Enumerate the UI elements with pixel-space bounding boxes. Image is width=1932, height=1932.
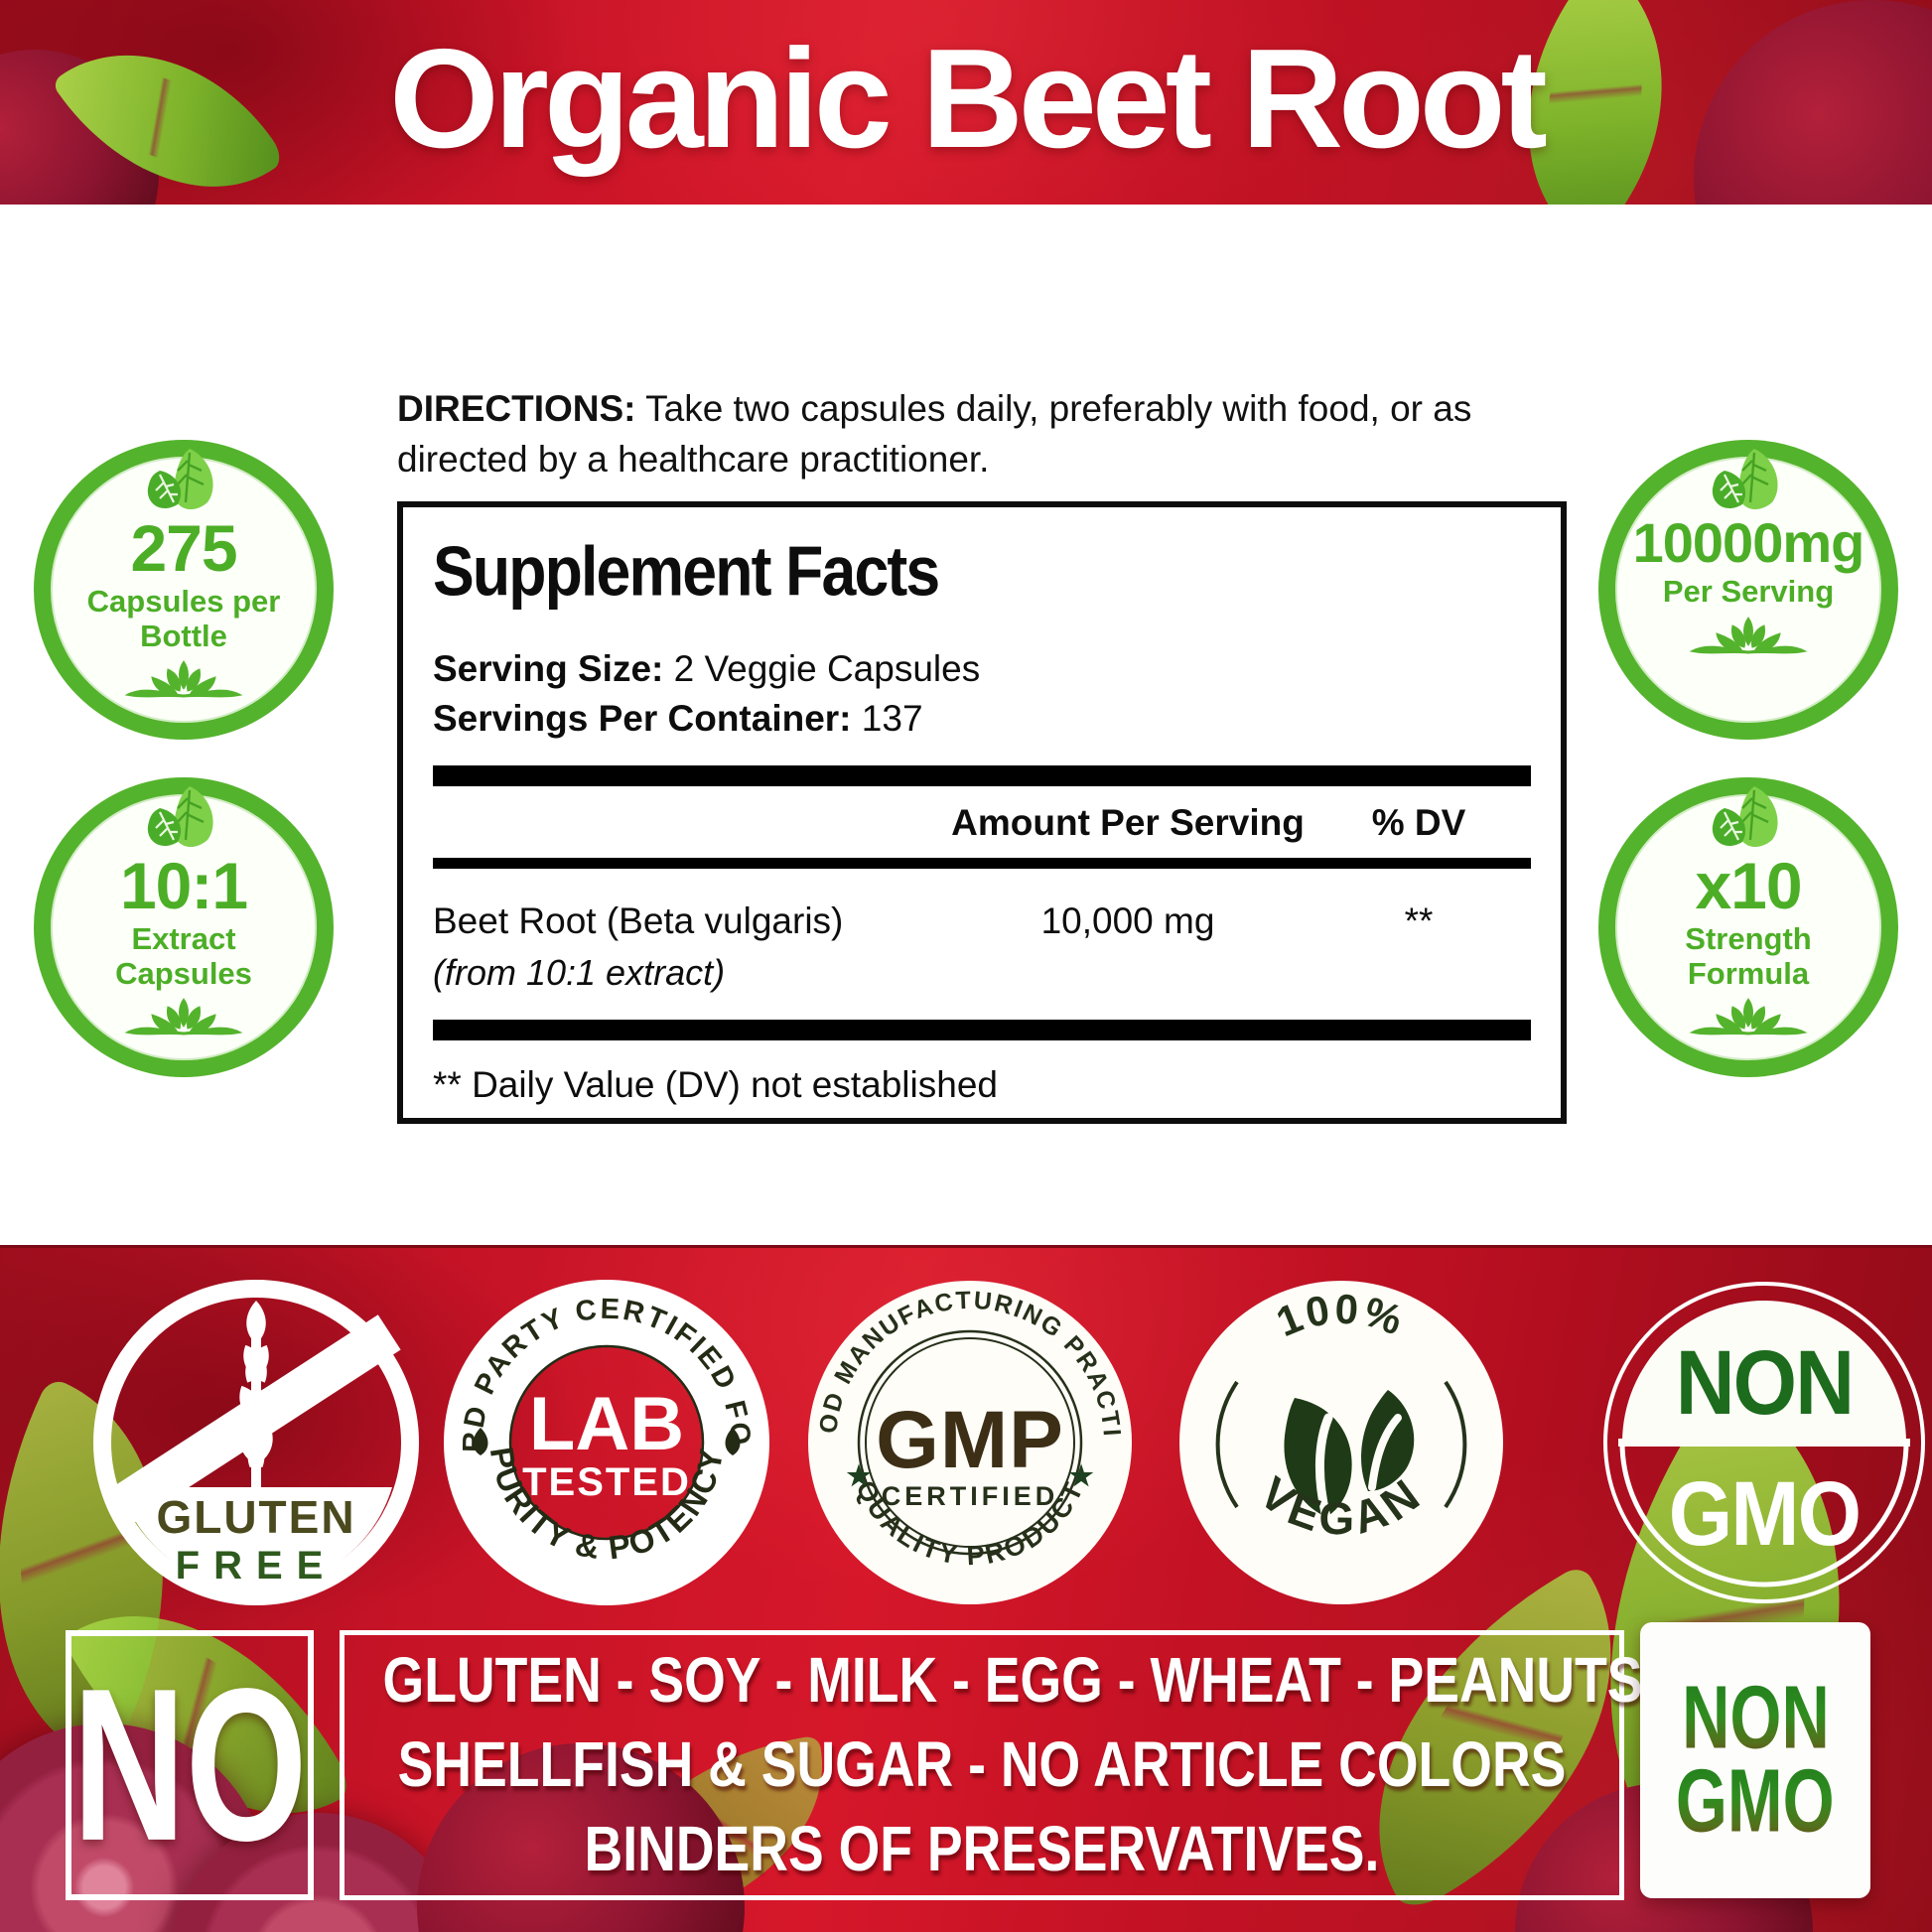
ingredient-subtext: (from 10:1 extract) bbox=[433, 952, 726, 993]
ingredient-row: Beet Root (Beta vulgaris) (from 10:1 ext… bbox=[433, 869, 1531, 1020]
non-gmo-box: NON GMO bbox=[1640, 1622, 1870, 1898]
ingredient-amount: 10,000 mg bbox=[1040, 900, 1215, 941]
vegan-seal: 100% VEGAN bbox=[1177, 1279, 1505, 1606]
divider-medium bbox=[433, 858, 1531, 869]
ingredient-dv: ** bbox=[1404, 900, 1434, 941]
inner-ring-2 bbox=[865, 1337, 1075, 1548]
serving-size-line: Serving Size: 2 Veggie Capsules bbox=[433, 648, 1531, 690]
mg-per-serving: 10000mg bbox=[1632, 511, 1865, 574]
seal-ring bbox=[93, 1280, 419, 1605]
capsules-label: Capsules per Bottle bbox=[86, 584, 281, 653]
supplement-facts-panel: Supplement Facts Serving Size: 2 Veggie … bbox=[397, 501, 1567, 1124]
gmo-label: GMO bbox=[1669, 1462, 1860, 1565]
flourish-icon bbox=[125, 660, 242, 698]
non-gmo-box-line2: GMO bbox=[1676, 1751, 1835, 1852]
lower-arc bbox=[1619, 1442, 1909, 1587]
leaf-icon bbox=[146, 784, 214, 849]
divider-thick-1 bbox=[433, 765, 1531, 786]
servings-value: 137 bbox=[861, 698, 923, 739]
capsules-count: 275 bbox=[130, 511, 237, 585]
ingredient-name-cell: Beet Root (Beta vulgaris) (from 10:1 ext… bbox=[433, 900, 949, 994]
product-title: Organic Beet Root bbox=[389, 20, 1548, 178]
gmp-center: GMP bbox=[876, 1395, 1064, 1485]
flourish-icon bbox=[1690, 998, 1807, 1035]
col-amount-per-serving: Amount Per Serving bbox=[951, 802, 1305, 843]
ingredient-name: Beet Root (Beta vulgaris) bbox=[433, 900, 844, 941]
droplet-icon-right bbox=[725, 1428, 741, 1455]
gluten-free-line1: GLUTEN bbox=[156, 1491, 355, 1543]
allergen-line-1: GLUTEN - SOY - MILK - EGG - WHEAT - PEAN… bbox=[382, 1644, 1643, 1717]
upper-half bbox=[1622, 1301, 1906, 1443]
servings-line: Servings Per Container: 137 bbox=[433, 698, 1531, 740]
divider-thick-2 bbox=[433, 1020, 1531, 1040]
mg-label: Per Serving bbox=[1662, 574, 1835, 609]
leaf-icon bbox=[1711, 784, 1779, 849]
star-icon-right: ★ bbox=[1068, 1460, 1093, 1491]
vegan-leaves-icon bbox=[1284, 1390, 1415, 1522]
leaf-icon bbox=[1711, 447, 1779, 511]
non-label: NON bbox=[1676, 1331, 1854, 1434]
flourish-icon bbox=[125, 998, 242, 1035]
extract-label: Extract Capsules bbox=[115, 921, 252, 991]
gmp-certified-seal: GOOD MANUFACTURING PRACTICE QUALITY PROD… bbox=[795, 1257, 1134, 1606]
inner-ring-1 bbox=[857, 1329, 1083, 1556]
directions-text: DIRECTIONS: Take two capsules daily, pre… bbox=[397, 383, 1564, 484]
strength-multiplier: x10 bbox=[1695, 849, 1802, 922]
extract-ratio: 10:1 bbox=[119, 849, 248, 922]
directions-body: Take two capsules daily, preferably with… bbox=[397, 388, 1472, 481]
servings-label: Servings Per Container: bbox=[433, 698, 852, 739]
header-banner: Organic Beet Root bbox=[0, 0, 1932, 205]
lab-tested-seal: 3RD PARTY CERTIFIED FOR PURITY & POTENCY… bbox=[431, 1254, 770, 1606]
allergen-line-3: BINDERS OF PRESERVATIVES. bbox=[584, 1813, 1380, 1885]
directions-label: DIRECTIONS: bbox=[397, 388, 636, 429]
col-percent-dv: % DV bbox=[1371, 802, 1466, 843]
allergen-list-box: GLUTEN - SOY - MILK - EGG - WHEAT - PEAN… bbox=[340, 1630, 1643, 1900]
non-gmo-box-line1: NON bbox=[1681, 1668, 1830, 1768]
seal-disc bbox=[808, 1281, 1132, 1604]
strength-label: Strength Formula bbox=[1685, 921, 1812, 991]
serving-size-label: Serving Size: bbox=[433, 648, 664, 689]
non-gmo-seal: NON GMO bbox=[1600, 1279, 1928, 1606]
leaf-icon bbox=[146, 447, 214, 511]
allergen-line-2: SHELLFISH & SUGAR - NO ARTICLE COLORS bbox=[397, 1728, 1567, 1801]
star-icon-left: ★ bbox=[846, 1460, 871, 1491]
inner-line bbox=[508, 1344, 705, 1541]
flourish-icon bbox=[1690, 617, 1807, 654]
feature-circle-extract-ratio: 10:1 Extract Capsules bbox=[34, 777, 334, 1077]
feature-circle-mg-per-serving: 10000mg Per Serving bbox=[1598, 440, 1898, 740]
dv-footnote: ** Daily Value (DV) not established bbox=[433, 1064, 998, 1105]
arc-left bbox=[1215, 1380, 1239, 1509]
serving-size-value: 2 Veggie Capsules bbox=[673, 648, 981, 689]
feature-circle-capsules-per-bottle: 275 Capsules per Bottle bbox=[34, 440, 334, 740]
gmp-certified-label: CERTIFIED bbox=[882, 1481, 1059, 1511]
droplet-icon-left bbox=[473, 1428, 488, 1455]
feature-circle-strength: x10 Strength Formula bbox=[1598, 777, 1898, 1077]
outer-ring bbox=[1603, 1282, 1925, 1603]
wheat-icon bbox=[239, 1301, 273, 1487]
supplement-facts-title: Supplement Facts bbox=[433, 532, 940, 612]
gluten-free-line2: FREE bbox=[176, 1544, 338, 1587]
arc-right bbox=[1444, 1380, 1467, 1509]
tested-center: TESTED bbox=[522, 1460, 691, 1504]
lab-center: LAB bbox=[529, 1382, 684, 1466]
seal-lower-panel bbox=[120, 1487, 392, 1589]
no-label: NO bbox=[71, 1644, 308, 1886]
gluten-free-seal: GLUTEN FREE bbox=[92, 1279, 420, 1606]
no-allergens-box: NO bbox=[66, 1630, 314, 1900]
facts-header-row: Amount Per Serving % DV bbox=[433, 786, 1531, 858]
divider-band bbox=[1618, 1439, 1910, 1447]
